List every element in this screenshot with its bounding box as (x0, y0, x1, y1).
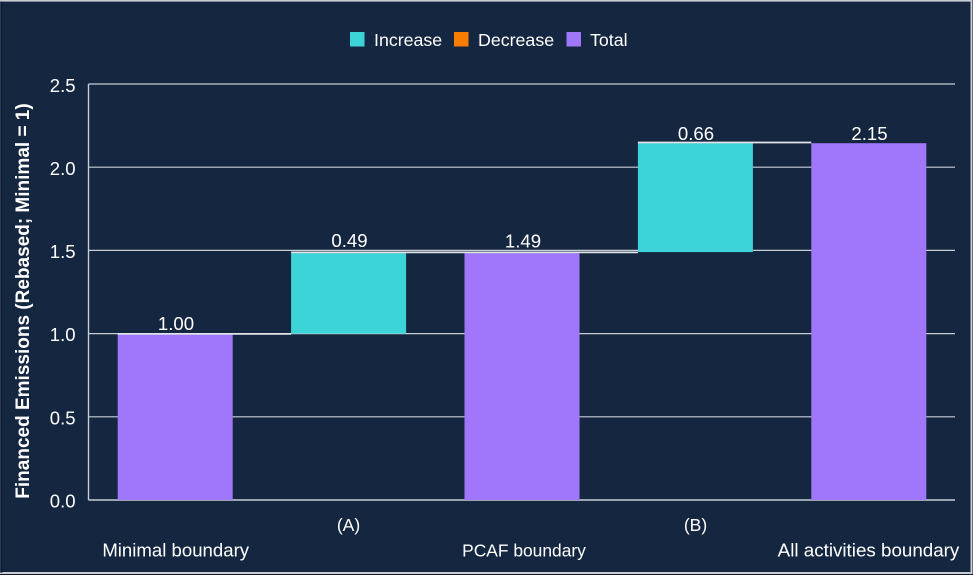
svg-text:Financed Emissions (Rebased; M: Financed Emissions (Rebased; Minimal = 1… (13, 103, 34, 498)
svg-text:PCAF boundary: PCAF boundary (462, 541, 586, 561)
svg-text:Increase: Increase (374, 30, 442, 50)
svg-text:2.15: 2.15 (851, 123, 887, 144)
svg-text:0.49: 0.49 (331, 230, 367, 251)
svg-text:Decrease: Decrease (478, 30, 554, 50)
svg-text:All activities boundary: All activities boundary (778, 540, 960, 561)
svg-text:1.0: 1.0 (50, 324, 76, 345)
svg-text:0.0: 0.0 (50, 491, 76, 512)
svg-text:1.5: 1.5 (50, 241, 76, 262)
svg-text:1.00: 1.00 (158, 313, 194, 334)
svg-text:2.0: 2.0 (50, 158, 76, 179)
svg-text:(A): (A) (337, 515, 360, 535)
svg-text:0.66: 0.66 (678, 123, 714, 144)
svg-text:1.49: 1.49 (505, 231, 541, 252)
svg-text:Total: Total (590, 30, 628, 50)
svg-text:(B): (B) (684, 515, 707, 535)
svg-text:0.5: 0.5 (50, 408, 76, 429)
svg-text:2.5: 2.5 (50, 75, 76, 96)
svg-text:Minimal boundary: Minimal boundary (102, 540, 249, 561)
